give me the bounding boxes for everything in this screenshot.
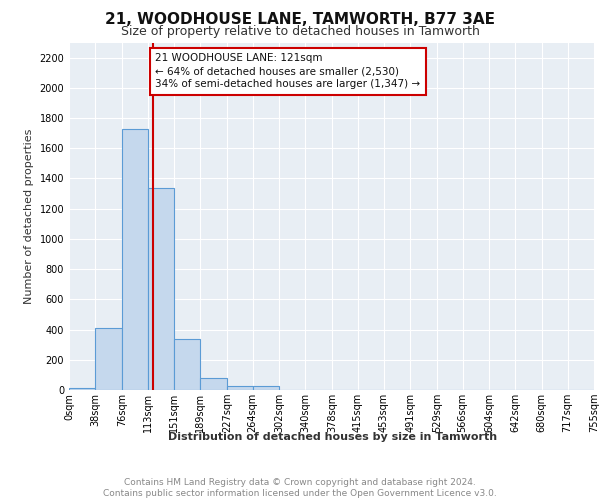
Bar [148, 188, 174, 390]
Text: Size of property relative to detached houses in Tamworth: Size of property relative to detached ho… [121, 25, 479, 38]
Text: Contains HM Land Registry data © Crown copyright and database right 2024.
Contai: Contains HM Land Registry data © Crown c… [103, 478, 497, 498]
Text: 21, WOODHOUSE LANE, TAMWORTH, B77 3AE: 21, WOODHOUSE LANE, TAMWORTH, B77 3AE [105, 12, 495, 28]
Text: Distribution of detached houses by size in Tamworth: Distribution of detached houses by size … [169, 432, 497, 442]
Bar [95, 328, 122, 390]
Bar [69, 388, 95, 390]
Bar [227, 386, 253, 390]
Bar [174, 338, 200, 390]
Bar [253, 386, 279, 390]
Bar [122, 128, 148, 390]
Y-axis label: Number of detached properties: Number of detached properties [24, 128, 34, 304]
Bar [200, 378, 227, 390]
Text: 21 WOODHOUSE LANE: 121sqm
← 64% of detached houses are smaller (2,530)
34% of se: 21 WOODHOUSE LANE: 121sqm ← 64% of detac… [155, 53, 421, 90]
